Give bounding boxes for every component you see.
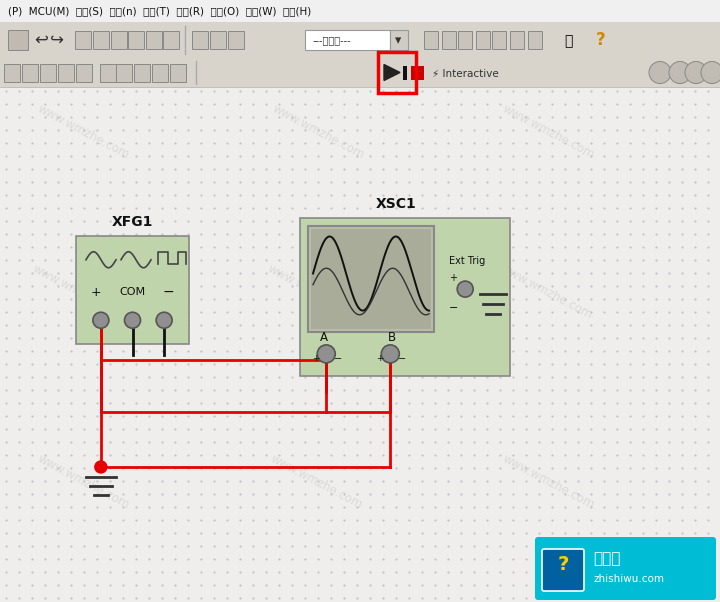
FancyBboxPatch shape <box>535 537 716 600</box>
Circle shape <box>156 312 172 328</box>
Text: ?: ? <box>596 31 606 49</box>
Bar <box>8 30 28 50</box>
Bar <box>146 31 162 49</box>
Text: −: − <box>163 285 174 299</box>
Bar <box>192 31 208 49</box>
Text: www.wmzhe.com: www.wmzhe.com <box>500 102 596 162</box>
Circle shape <box>649 61 671 84</box>
Text: +: + <box>449 273 457 283</box>
Circle shape <box>95 461 107 473</box>
Text: ?: ? <box>557 556 569 574</box>
Text: ▾: ▾ <box>395 34 401 48</box>
Text: 知识屋: 知识屋 <box>593 551 621 566</box>
Bar <box>134 63 150 81</box>
Bar <box>228 31 244 49</box>
Text: ---在列表---: ---在列表--- <box>313 35 351 45</box>
Bar <box>458 31 472 49</box>
Bar <box>76 63 92 81</box>
Bar <box>510 31 524 49</box>
Text: ↪: ↪ <box>50 31 64 49</box>
Text: −: − <box>398 354 406 364</box>
Bar <box>0 87 720 602</box>
Bar <box>210 31 226 49</box>
Text: XSC1: XSC1 <box>377 197 417 211</box>
Bar <box>152 63 168 81</box>
Bar <box>0 22 720 58</box>
Text: www.wmzhe.com: www.wmzhe.com <box>268 452 364 512</box>
Bar <box>424 31 438 49</box>
Text: −: − <box>334 354 343 364</box>
Bar <box>476 31 490 49</box>
Text: (P)  MCU(M)  仿真(S)  转移(n)  工具(T)  报告(R)  选项(O)  窗口(W)  帮助(H): (P) MCU(M) 仿真(S) 转移(n) 工具(T) 报告(R) 选项(O)… <box>8 6 311 16</box>
Circle shape <box>685 61 707 84</box>
Bar <box>4 63 20 81</box>
Bar <box>305 30 390 50</box>
Circle shape <box>669 61 691 84</box>
Text: XFG1: XFG1 <box>112 215 153 229</box>
Bar <box>76 236 189 344</box>
Bar <box>0 0 720 22</box>
FancyBboxPatch shape <box>542 549 584 591</box>
Text: www.wmzhe.com: www.wmzhe.com <box>35 452 132 512</box>
Text: A: A <box>320 330 328 344</box>
Circle shape <box>457 281 473 297</box>
Text: .: . <box>462 258 464 263</box>
Bar <box>128 31 144 49</box>
Bar <box>378 52 416 93</box>
Bar <box>0 58 720 87</box>
Circle shape <box>701 61 720 84</box>
Text: www.wmzhe.com: www.wmzhe.com <box>498 262 595 322</box>
Bar <box>22 63 38 81</box>
Bar <box>442 31 456 49</box>
Bar <box>163 31 179 49</box>
Bar <box>170 63 186 81</box>
Bar <box>111 31 127 49</box>
Text: www.wmzhe.com: www.wmzhe.com <box>500 452 596 512</box>
Bar <box>93 31 109 49</box>
Text: www.wmzhe.com: www.wmzhe.com <box>265 262 361 322</box>
Text: B: B <box>388 330 397 344</box>
Bar <box>100 63 116 81</box>
Text: www.wmzhe.com: www.wmzhe.com <box>30 262 127 322</box>
Circle shape <box>318 345 336 363</box>
Text: 🔍: 🔍 <box>564 34 572 48</box>
Bar <box>528 31 542 49</box>
Text: www.wmzhe.com: www.wmzhe.com <box>35 102 132 162</box>
Bar <box>300 218 510 376</box>
Bar <box>58 63 74 81</box>
Text: ↩: ↩ <box>34 31 48 49</box>
Text: +: + <box>377 355 384 364</box>
Text: −: − <box>449 303 459 313</box>
Circle shape <box>93 312 109 328</box>
Text: Ext Trig: Ext Trig <box>449 256 485 265</box>
Text: COM: COM <box>120 287 145 297</box>
Bar <box>390 30 408 50</box>
Text: ⚡ Interactive: ⚡ Interactive <box>432 69 499 78</box>
Polygon shape <box>384 64 400 81</box>
Bar <box>311 229 431 329</box>
Text: zhishiwu.com: zhishiwu.com <box>593 574 664 584</box>
Text: www.wmzhe.com: www.wmzhe.com <box>270 102 366 162</box>
Bar <box>116 63 132 81</box>
Bar <box>308 226 434 332</box>
Bar <box>492 31 506 49</box>
Bar <box>75 31 91 49</box>
Text: +: + <box>312 355 320 364</box>
Bar <box>403 66 407 79</box>
Bar <box>40 63 56 81</box>
Circle shape <box>382 345 400 363</box>
Text: +: + <box>91 286 102 299</box>
Circle shape <box>125 312 140 328</box>
Bar <box>411 66 424 79</box>
